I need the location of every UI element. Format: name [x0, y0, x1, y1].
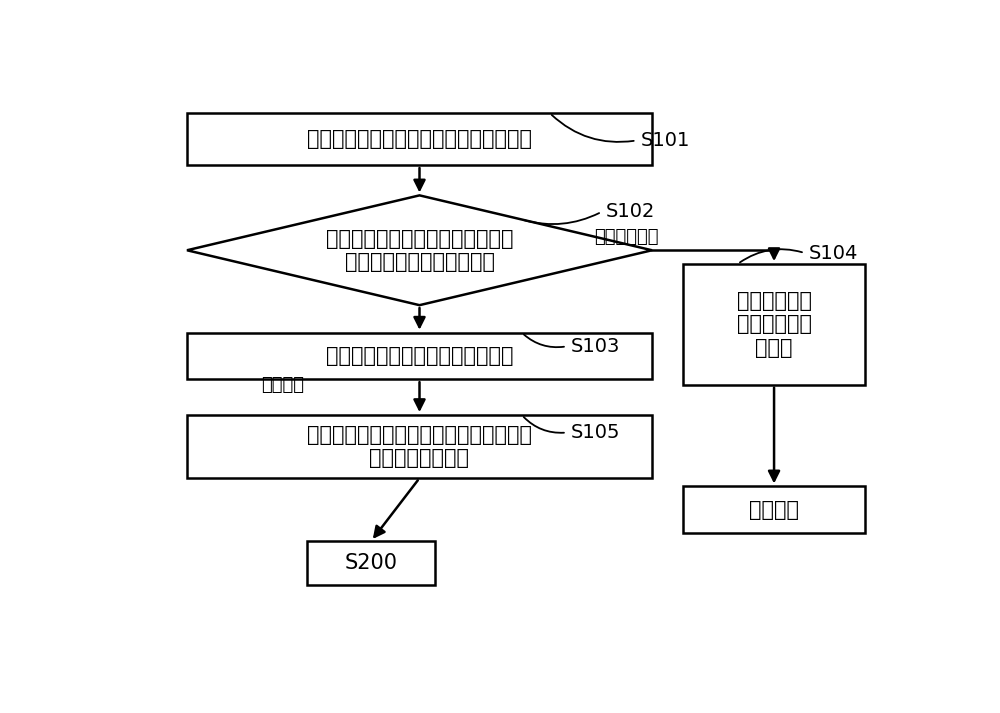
Text: 结束流程: 结束流程: [749, 500, 799, 520]
Text: 所述远程终端向服务器发送登录请求消息: 所述远程终端向服务器发送登录请求消息: [307, 129, 532, 149]
Bar: [187, 113, 652, 165]
Text: 所述远程终端在收到所述登录成功消息之
后，进入操作页面: 所述远程终端在收到所述登录成功消息之 后，进入操作页面: [307, 425, 532, 468]
Bar: [307, 541, 435, 585]
Bar: [683, 486, 865, 533]
Text: S104: S104: [809, 244, 858, 262]
Text: 向所述远程终
端发送登录失
败消息: 向所述远程终 端发送登录失 败消息: [737, 291, 812, 358]
Text: S105: S105: [571, 423, 620, 442]
Text: 验证没有通过: 验证没有通过: [594, 227, 658, 245]
Polygon shape: [187, 195, 652, 305]
Text: 所述服务器接收所述登录请求消息
并对用户标识信息进行验证: 所述服务器接收所述登录请求消息 并对用户标识信息进行验证: [326, 229, 513, 272]
Bar: [187, 415, 652, 478]
Text: S102: S102: [606, 202, 655, 221]
Text: 验证通过: 验证通过: [261, 376, 304, 394]
Text: S101: S101: [640, 131, 690, 150]
Bar: [187, 332, 652, 379]
Text: S200: S200: [345, 553, 398, 573]
Text: S103: S103: [571, 337, 620, 356]
Bar: [683, 264, 865, 385]
Text: 向所述远程终端发送登录成功消息: 向所述远程终端发送登录成功消息: [326, 346, 513, 366]
